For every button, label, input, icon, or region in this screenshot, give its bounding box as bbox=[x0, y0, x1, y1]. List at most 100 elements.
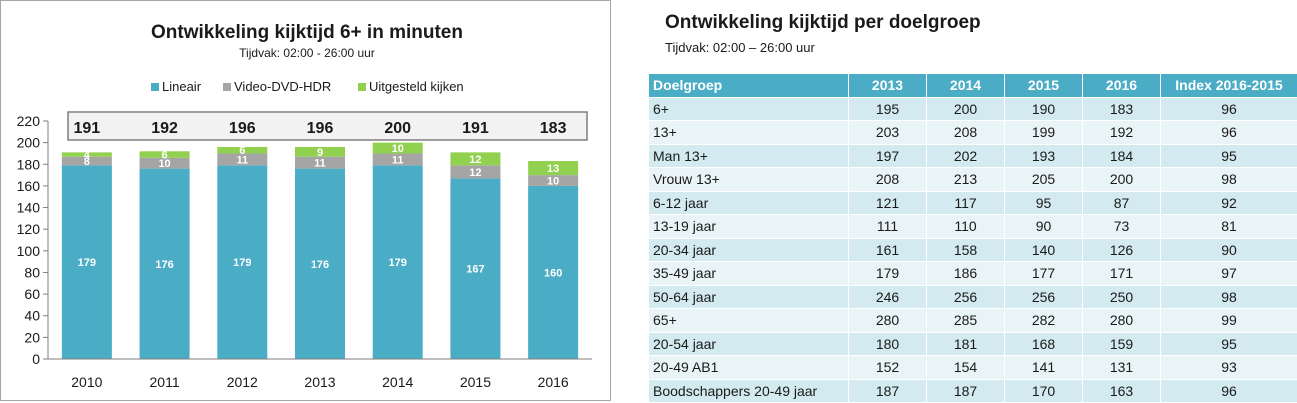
row-label: Boodschappers 20-49 jaar bbox=[649, 379, 849, 403]
table-cell: 92 bbox=[1161, 191, 1297, 215]
table-cell: 95 bbox=[1161, 332, 1297, 356]
table-cell: 186 bbox=[927, 262, 1005, 286]
legend-label-3: Uitgesteld kijken bbox=[369, 79, 464, 94]
chart-title: Ontwikkeling kijktijd 6+ in minuten bbox=[151, 22, 463, 43]
table-cell: 152 bbox=[849, 356, 927, 380]
data-label: 176 bbox=[155, 259, 173, 271]
data-label: 167 bbox=[466, 264, 484, 276]
table-cell: 195 bbox=[849, 97, 927, 121]
data-label: 160 bbox=[544, 267, 562, 279]
row-label: 20-34 jaar bbox=[649, 238, 849, 262]
row-label: Man 13+ bbox=[649, 144, 849, 168]
table-cell: 246 bbox=[849, 285, 927, 309]
table-cell: 95 bbox=[1161, 144, 1297, 168]
table-cell: 203 bbox=[849, 121, 927, 145]
total-label: 191 bbox=[74, 120, 101, 137]
y-tick-label: 120 bbox=[17, 221, 41, 237]
y-tick-label: 20 bbox=[24, 329, 40, 345]
x-tick-label: 2010 bbox=[71, 374, 102, 390]
table-cell: 93 bbox=[1161, 356, 1297, 380]
x-tick-label: 2013 bbox=[304, 374, 335, 390]
table-cell: 121 bbox=[849, 191, 927, 215]
table-cell: 202 bbox=[927, 144, 1005, 168]
table-cell: 282 bbox=[1005, 309, 1083, 333]
table-cell: 90 bbox=[1005, 215, 1083, 239]
legend-swatch-3 bbox=[358, 83, 366, 91]
y-tick-label: 140 bbox=[17, 200, 41, 216]
table-cell: 98 bbox=[1161, 168, 1297, 192]
row-label: 6-12 jaar bbox=[649, 191, 849, 215]
x-tick-label: 2016 bbox=[538, 374, 569, 390]
table-cell: 111 bbox=[849, 215, 927, 239]
data-label: 12 bbox=[469, 154, 481, 166]
row-label: 13+ bbox=[649, 121, 849, 145]
row-label: 65+ bbox=[649, 309, 849, 333]
row-label: 50-64 jaar bbox=[649, 285, 849, 309]
table-cell: 98 bbox=[1161, 285, 1297, 309]
row-label: 20-54 jaar bbox=[649, 332, 849, 356]
table-cell: 187 bbox=[849, 379, 927, 403]
table-cell: 96 bbox=[1161, 379, 1297, 403]
data-label: 9 bbox=[317, 147, 323, 159]
chart-panel: Ontwikkeling kijktijd 6+ in minuten Tijd… bbox=[0, 0, 611, 401]
table-cell: 81 bbox=[1161, 215, 1297, 239]
column-header: Index 2016-2015 bbox=[1161, 74, 1297, 98]
y-tick-label: 60 bbox=[24, 286, 40, 302]
table-title: Ontwikkeling kijktijd per doelgroep bbox=[665, 12, 981, 34]
table-cell: 200 bbox=[1083, 168, 1161, 192]
table-cell: 131 bbox=[1083, 356, 1161, 380]
chart-subtitle: Tijdvak: 02:00 - 26:00 uur bbox=[239, 46, 375, 60]
data-label: 11 bbox=[314, 158, 326, 170]
stacked-bar-chart: Ontwikkeling kijktijd 6+ in minuten Tijd… bbox=[1, 1, 612, 402]
table-cell: 180 bbox=[849, 332, 927, 356]
row-label: 13-19 jaar bbox=[649, 215, 849, 239]
table-cell: 73 bbox=[1083, 215, 1161, 239]
y-tick-label: 100 bbox=[17, 243, 41, 259]
row-label: 20-49 AB1 bbox=[649, 356, 849, 380]
total-label: 191 bbox=[462, 120, 489, 137]
total-label: 196 bbox=[229, 120, 256, 137]
table-cell: 163 bbox=[1083, 379, 1161, 403]
column-header: Doelgroep bbox=[649, 74, 849, 98]
column-header: 2013 bbox=[849, 74, 927, 98]
row-label: 6+ bbox=[649, 97, 849, 121]
table-cell: 256 bbox=[927, 285, 1005, 309]
table-cell: 96 bbox=[1161, 121, 1297, 145]
table-cell: 184 bbox=[1083, 144, 1161, 168]
table-cell: 187 bbox=[927, 379, 1005, 403]
x-tick-label: 2015 bbox=[460, 374, 491, 390]
column-header: 2014 bbox=[927, 74, 1005, 98]
table-subtitle: Tijdvak: 02:00 – 26:00 uur bbox=[665, 40, 815, 55]
total-label: 200 bbox=[384, 120, 411, 137]
table-cell: 183 bbox=[1083, 97, 1161, 121]
total-label: 192 bbox=[151, 120, 178, 137]
table-cell: 126 bbox=[1083, 238, 1161, 262]
table-cell: 285 bbox=[927, 309, 1005, 333]
data-label: 10 bbox=[392, 143, 404, 155]
data-label: 6 bbox=[162, 150, 168, 162]
table-cell: 140 bbox=[1005, 238, 1083, 262]
table-cell: 181 bbox=[927, 332, 1005, 356]
table-cell: 193 bbox=[1005, 144, 1083, 168]
data-label: 4 bbox=[84, 150, 91, 162]
y-tick-label: 200 bbox=[17, 135, 41, 151]
table-cell: 95 bbox=[1005, 191, 1083, 215]
column-header: 2015 bbox=[1005, 74, 1083, 98]
table-cell: 161 bbox=[849, 238, 927, 262]
data-label: 179 bbox=[233, 257, 251, 269]
data-label: 6 bbox=[239, 145, 245, 157]
table-cell: 171 bbox=[1083, 262, 1161, 286]
table-cell: 177 bbox=[1005, 262, 1083, 286]
table-cell: 280 bbox=[1083, 309, 1161, 333]
